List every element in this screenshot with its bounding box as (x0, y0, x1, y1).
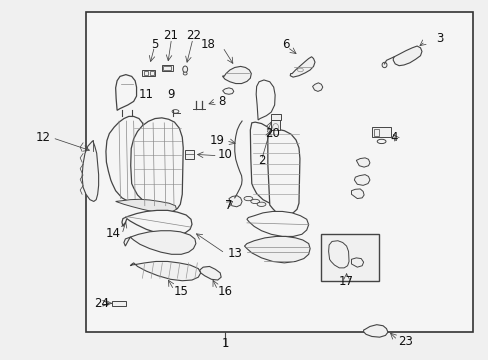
Text: 14: 14 (105, 227, 120, 240)
Bar (271, 119, 280, 130)
Ellipse shape (183, 72, 187, 75)
Text: 17: 17 (338, 275, 353, 288)
Polygon shape (130, 261, 201, 281)
Text: 9: 9 (166, 88, 174, 101)
Text: 3: 3 (436, 32, 443, 45)
Bar (371, 127, 390, 137)
Bar (112, 301, 125, 306)
Bar (185, 150, 194, 158)
Text: 19: 19 (210, 134, 224, 147)
Ellipse shape (183, 66, 187, 72)
Polygon shape (106, 116, 146, 204)
Polygon shape (222, 88, 233, 94)
Text: 24: 24 (94, 297, 109, 310)
Bar (271, 113, 281, 120)
Text: 10: 10 (217, 148, 232, 162)
Text: 5: 5 (151, 38, 158, 51)
Text: 2: 2 (257, 154, 264, 167)
Bar (143, 71, 147, 75)
Ellipse shape (244, 197, 252, 201)
Text: 22: 22 (185, 29, 201, 42)
Polygon shape (116, 75, 136, 111)
Polygon shape (351, 189, 364, 199)
Text: 15: 15 (174, 285, 188, 298)
Text: 4: 4 (389, 131, 397, 144)
Bar (162, 65, 172, 71)
Text: 18: 18 (200, 38, 215, 51)
Polygon shape (363, 325, 387, 337)
Polygon shape (200, 266, 221, 280)
Polygon shape (392, 46, 421, 66)
Text: 7: 7 (225, 198, 232, 212)
Polygon shape (256, 80, 275, 120)
Polygon shape (246, 211, 308, 237)
Polygon shape (354, 175, 369, 185)
Polygon shape (123, 231, 196, 254)
Polygon shape (250, 122, 281, 203)
Polygon shape (130, 118, 183, 210)
Polygon shape (312, 83, 322, 91)
Polygon shape (116, 199, 176, 212)
Polygon shape (289, 57, 314, 77)
Text: 1: 1 (221, 337, 228, 350)
Polygon shape (222, 66, 251, 84)
Polygon shape (82, 141, 99, 202)
Text: 11: 11 (139, 88, 153, 101)
Bar (373, 129, 378, 136)
Text: 20: 20 (265, 127, 280, 140)
Ellipse shape (381, 62, 386, 68)
Bar (321, 234, 378, 281)
Text: 21: 21 (163, 29, 178, 42)
Polygon shape (228, 196, 242, 207)
Text: 8: 8 (217, 95, 224, 108)
Text: 16: 16 (217, 285, 232, 298)
Text: 12: 12 (35, 131, 50, 144)
Text: 6: 6 (282, 38, 289, 51)
Bar (149, 71, 153, 75)
Ellipse shape (257, 202, 265, 206)
Bar (163, 66, 171, 70)
Bar (142, 70, 154, 76)
Text: 13: 13 (227, 247, 242, 260)
Ellipse shape (250, 199, 259, 203)
Bar (86, 12, 472, 332)
Polygon shape (267, 129, 299, 215)
Polygon shape (122, 210, 192, 235)
Text: 23: 23 (397, 335, 412, 348)
Polygon shape (356, 158, 369, 167)
Polygon shape (244, 237, 309, 263)
